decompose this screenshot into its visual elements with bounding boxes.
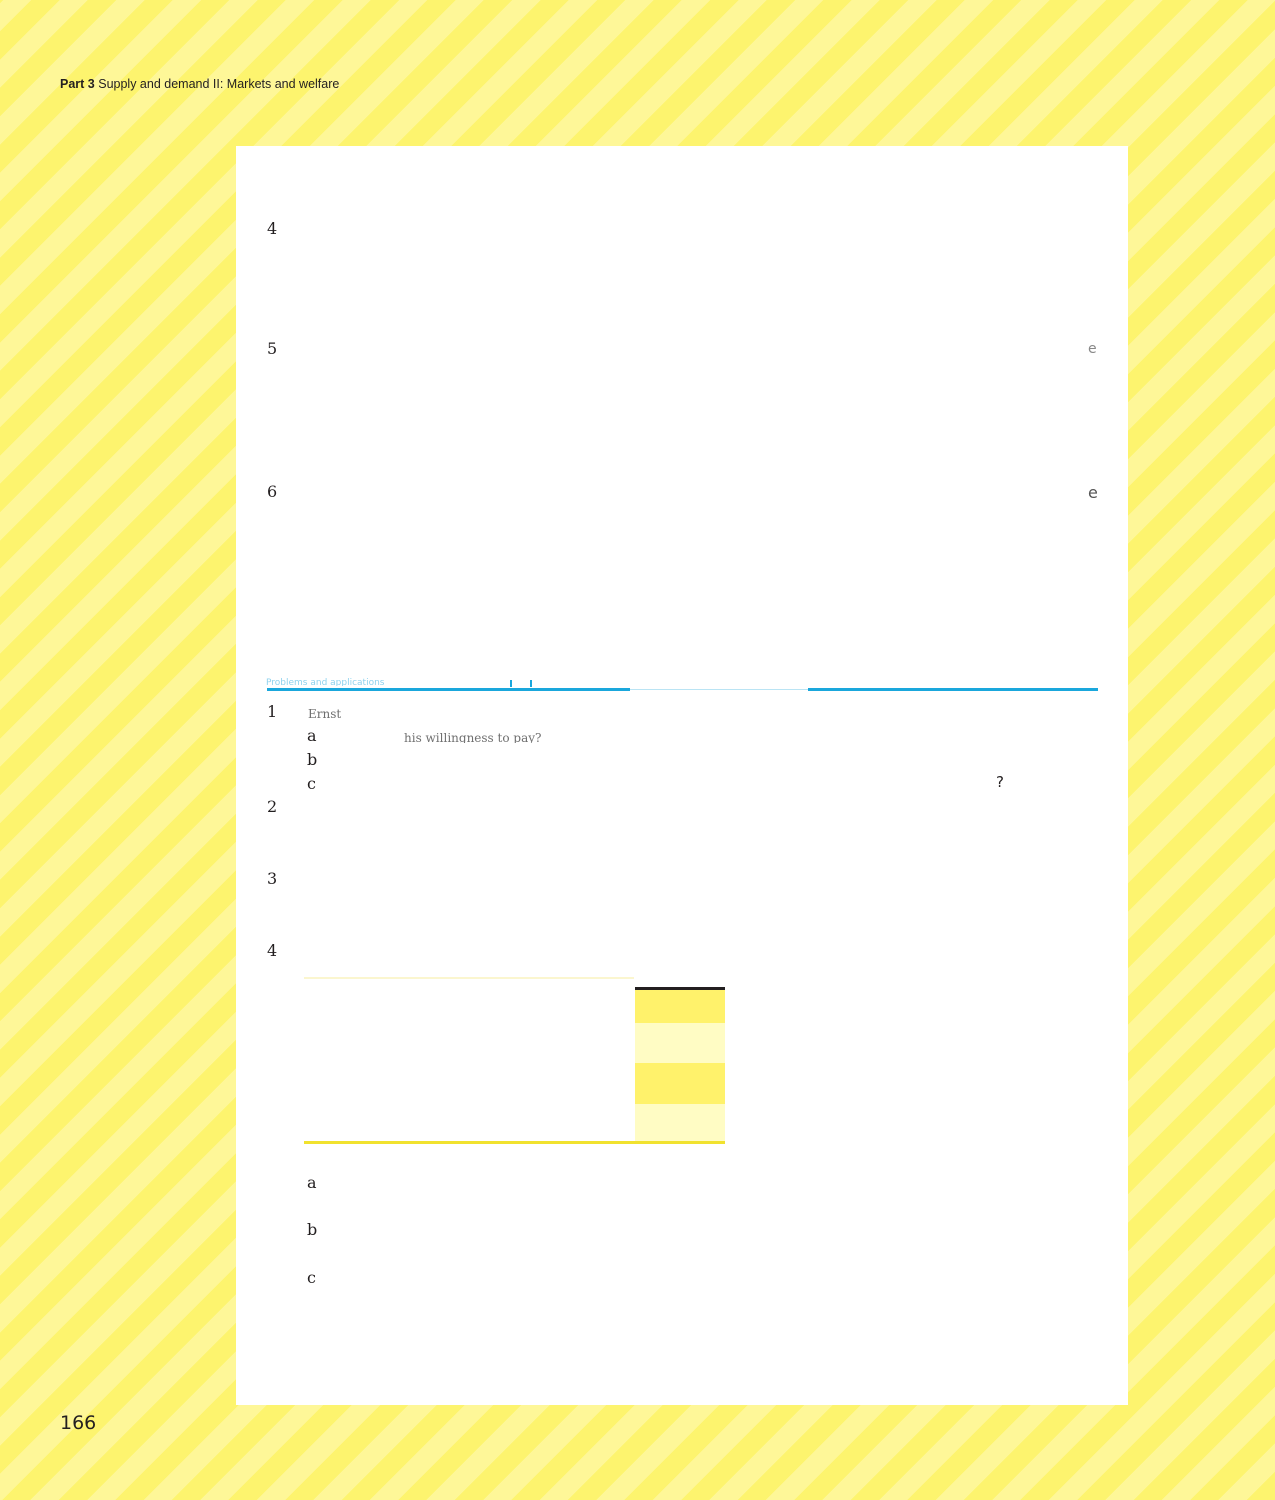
problem-lead-fragment: Ernst — [308, 708, 342, 719]
problem-part-letter: b — [307, 750, 318, 769]
table-top-rule-faint — [304, 977, 634, 979]
question-trailing-fragment: e — [1088, 341, 1097, 357]
heading-mark — [510, 680, 512, 687]
problem-part-letter: a — [307, 726, 317, 745]
section-rule — [267, 688, 630, 691]
running-head-part: Part 3 — [60, 77, 95, 91]
section-rule-gap — [630, 689, 808, 690]
table-cell — [635, 990, 725, 1023]
section-heading-faint: Problems and applications — [266, 678, 385, 686]
table-header-rule — [635, 987, 725, 990]
table-bottom-rule — [304, 1141, 725, 1144]
question-number: 6 — [267, 482, 278, 501]
problem-part-letter: c — [307, 1268, 316, 1287]
questions-panel: 4 5 e 6 e Problems and applications 1 Er… — [236, 146, 1128, 1405]
problem-number: 4 — [267, 941, 278, 960]
section-rule — [808, 688, 1098, 691]
page-number: 166 — [60, 1412, 97, 1434]
problem-part-letter: b — [307, 1220, 318, 1239]
problem-number: 1 — [267, 702, 278, 721]
problem-part-fragment: his willingness to pay? — [404, 732, 542, 743]
problem-part-letter: a — [307, 1173, 317, 1192]
problem-number: 2 — [267, 797, 278, 816]
table-cell — [635, 1023, 725, 1063]
question-trailing-fragment: e — [1088, 483, 1098, 502]
table-cell — [635, 1104, 725, 1141]
question-number: 4 — [267, 219, 278, 238]
problem-number: 3 — [267, 869, 278, 888]
running-head: Part 3 Supply and demand II: Markets and… — [60, 77, 339, 91]
running-head-title: Supply and demand II: Markets and welfar… — [98, 77, 340, 91]
heading-mark — [530, 680, 532, 687]
question-number: 5 — [267, 339, 278, 358]
table-cell — [635, 1063, 725, 1104]
problem-part-trailing-fragment: ? — [996, 773, 1004, 791]
problem-part-letter: c — [307, 774, 316, 793]
